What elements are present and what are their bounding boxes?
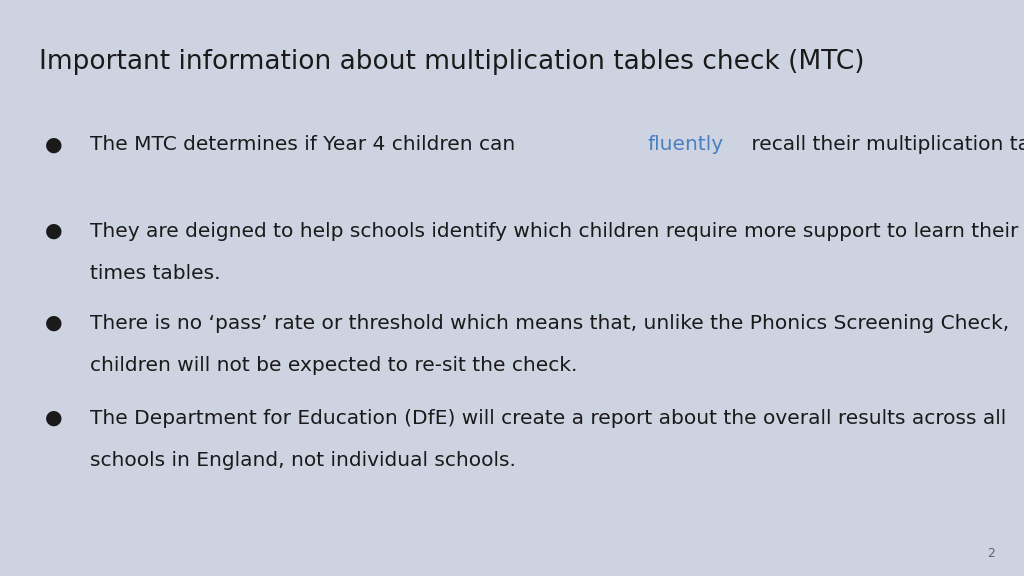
Text: schools in England, not individual schools.: schools in England, not individual schoo… — [90, 451, 516, 470]
Text: The MTC determines if Year 4 children can: The MTC determines if Year 4 children ca… — [90, 135, 522, 154]
Text: ●: ● — [44, 135, 62, 154]
Text: ●: ● — [44, 314, 62, 333]
Text: There is no ‘pass’ rate or threshold which means that, unlike the Phonics Screen: There is no ‘pass’ rate or threshold whi… — [90, 314, 1010, 333]
Text: ●: ● — [44, 409, 62, 428]
Text: They are deigned to help schools identify which children require more support to: They are deigned to help schools identif… — [90, 222, 1019, 241]
Text: Important information about multiplication tables check (MTC): Important information about multiplicati… — [39, 49, 864, 75]
Text: recall their multiplication tables.: recall their multiplication tables. — [745, 135, 1024, 154]
Text: The Department for Education (DfE) will create a report about the overall result: The Department for Education (DfE) will … — [90, 409, 1007, 428]
Text: 2: 2 — [987, 547, 995, 560]
Text: times tables.: times tables. — [90, 264, 220, 283]
Text: ●: ● — [44, 222, 62, 241]
Text: children will not be expected to re-sit the check.: children will not be expected to re-sit … — [90, 356, 578, 375]
Text: fluently: fluently — [647, 135, 723, 154]
